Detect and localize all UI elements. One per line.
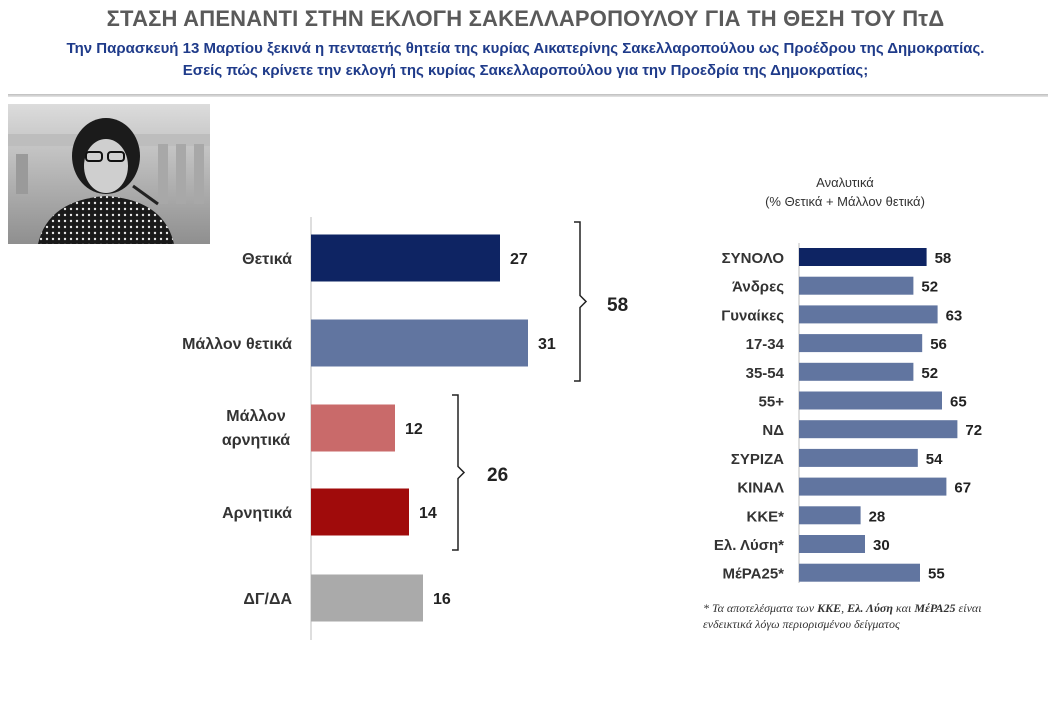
chart-title: ΣΤΑΣΗ ΑΠΕΝΑΝΤΙ ΣΤΗΝ ΕΚΛΟΓΗ ΣΑΚΕΛΛΑΡΟΠΟΥΛ… [106,6,945,31]
detail-bar-value: 52 [921,365,938,382]
detail-bar-value: 55 [928,566,945,583]
detail-bar [799,305,938,324]
detail-category-label: Γυναίκες [721,307,784,324]
detail-category-label: 17-34 [746,336,785,353]
detail-bar-value: 67 [954,480,971,497]
detail-bar-value: 30 [873,537,890,554]
detail-chart-title: Αναλυτικά (% Θετικά + Μάλλον θετικά) [730,173,960,211]
main-bar-value: 31 [538,336,556,353]
detail-bar-value: 65 [950,394,967,411]
detail-category-label: ΣΥΝΟΛΟ [722,250,785,267]
detail-bar [799,563,920,582]
detail-category-label: 55+ [759,394,785,411]
detail-bar [799,477,947,496]
detail-bar [799,248,927,266]
detail-bar [799,420,958,439]
detail-bar-value: 63 [946,307,963,324]
footnote-suffix: είναι ενδεικτικά λόγω περιορισμένου δείγ… [703,601,982,631]
footnote: * Τα αποτελέσματα των ΚΚΕ, Ελ. Λύση και … [703,600,1003,632]
group-bracket [452,394,466,551]
main-bar [311,488,409,536]
detail-title-line1: Αναλυτικά [816,175,874,190]
detail-category-label: ΣΥΡΙΖΑ [731,451,784,468]
header-divider [8,94,1048,97]
detail-bar-value: 58 [935,250,952,267]
footnote-mid: και [892,601,915,615]
main-category-label: ΔΓ/ΔΑ [243,591,292,608]
detail-bar [799,506,861,525]
footnote-mera25: ΜέΡΑ25 [914,601,956,615]
footnote-prefix: * Τα αποτελέσματα των [703,601,818,615]
main-bar-value: 14 [419,505,437,522]
detail-category-label: ΝΔ [762,422,784,439]
detail-bar-value: 56 [930,336,947,353]
main-bar-value: 16 [433,591,451,608]
detail-title-line2: (% Θετικά + Μάλλον θετικά) [765,194,925,209]
detail-category-label: Άνδρες [732,279,784,296]
group-bracket [574,221,588,382]
chart-subtitle-line1: Την Παρασκευή 13 Μαρτίου ξεκινά η πενταε… [66,40,985,57]
detail-category-label: ΚΚΕ* [746,508,784,525]
main-bar [311,574,423,622]
detail-bar [799,391,942,410]
main-bar-chart: 27 Θετικά 31 Μάλλον θετικά 12 Μάλλον αρνητικά 1… [182,217,628,640]
main-bar [311,319,528,367]
main-bar-value: 12 [405,421,423,438]
detail-bar-value: 72 [965,422,982,439]
chart-subtitle-line2: Εσείς πώς κρίνετε την εκλογή της κυρίας … [182,62,869,79]
detail-bar [799,276,914,295]
portrait-photo [8,104,210,244]
detail-bar [799,448,918,467]
main-bar [311,234,500,282]
detail-category-label: 35-54 [746,365,785,382]
main-category-label: Αρνητικά [222,505,292,522]
footnote-sep: , [841,601,848,615]
detail-bar [799,334,923,353]
group-total-label: 58 [607,295,628,316]
group-total-label: 26 [487,465,508,486]
detail-category-label: ΚΙΝΑΛ [737,480,784,497]
main-category-label: Μάλλον θετικά [182,336,292,353]
footnote-kke: ΚΚΕ [817,601,842,615]
detail-bar [799,535,865,553]
footnote-el-lysi: Ελ. Λύση [847,601,893,615]
detail-bar [799,362,914,381]
main-bar [311,404,395,452]
detail-bar-value: 52 [921,279,938,296]
detail-category-label: Ελ. Λύση* [714,537,784,554]
detail-bar-value: 28 [869,508,886,525]
main-category-label: Μάλλον αρνητικά [222,408,290,449]
main-category-label: Θετικά [242,251,292,268]
main-bar-value: 27 [510,251,528,268]
detail-category-label: ΜέΡΑ25* [722,566,784,583]
detail-bar-value: 54 [926,451,943,468]
